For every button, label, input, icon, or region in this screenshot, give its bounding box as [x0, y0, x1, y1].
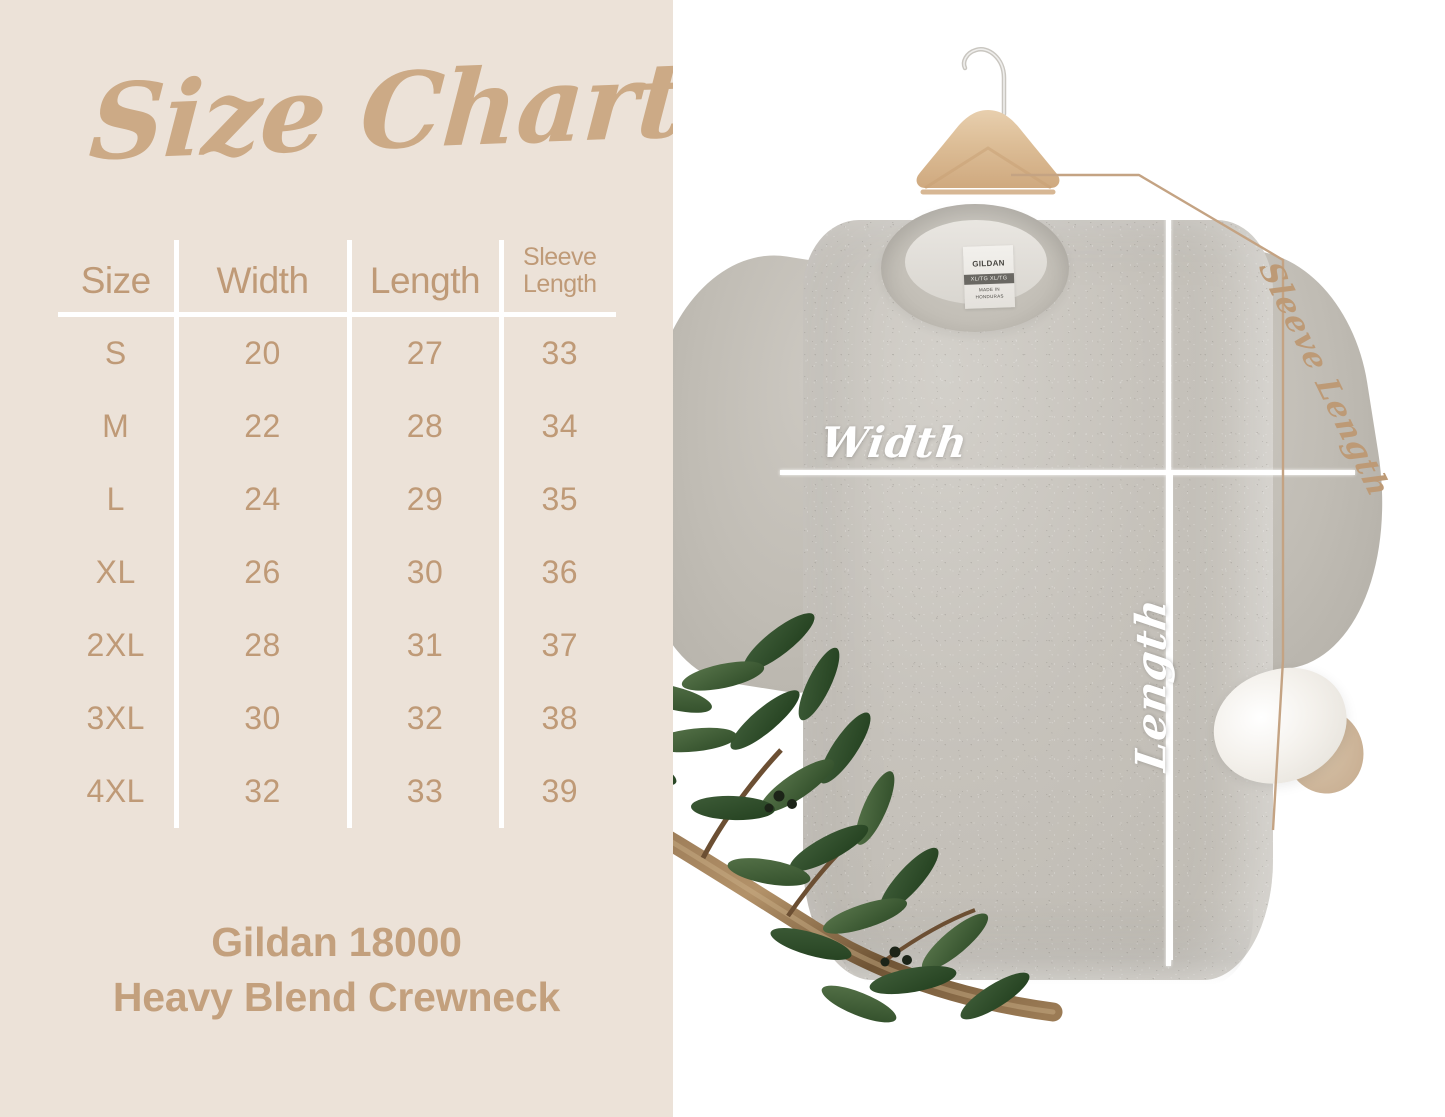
cell-sleeve-length: 33 [498, 314, 616, 390]
table-row: M 22 28 34 [58, 390, 616, 463]
shirt-body [803, 220, 1273, 980]
column-header-length: Length [346, 240, 501, 315]
cell-length: 28 [346, 390, 501, 463]
cell-length: 27 [346, 314, 501, 390]
cell-width: 32 [173, 755, 349, 828]
cell-length: 33 [346, 755, 501, 828]
column-header-size: Size [80, 259, 151, 301]
table-row: XL 26 30 36 [58, 536, 616, 609]
cell-size: 3XL [86, 700, 145, 736]
cell-size: 4XL [86, 773, 145, 809]
cell-sleeve-length: 36 [498, 536, 616, 609]
cell-width: 20 [173, 314, 349, 390]
cell-length: 31 [346, 609, 501, 682]
cell-size: XL [95, 554, 136, 590]
table-row: S 20 27 33 [58, 314, 616, 390]
guide-line-width [780, 470, 1355, 475]
cell-length: 32 [346, 682, 501, 755]
cell-width: 22 [173, 390, 349, 463]
sleeve-head-line1: Sleeve [523, 243, 597, 271]
olive-branch-decoration [673, 613, 1063, 1023]
cell-width: 30 [173, 682, 349, 755]
cell-sleeve-length: 38 [498, 682, 616, 755]
cell-size: M [102, 408, 130, 444]
page-title: Size Chart [85, 37, 689, 185]
cell-width: 24 [173, 463, 349, 536]
size-measurements-table: Size Width Length Sleeve Length S 20 27 … [58, 240, 616, 828]
hanger-hook-icon [961, 47, 1007, 117]
cell-size: S [104, 335, 127, 371]
product-style: Heavy Blend Crewneck [112, 973, 561, 1020]
cell-sleeve-length: 39 [498, 755, 616, 828]
cell-sleeve-length: 35 [498, 463, 616, 536]
table-row: 2XL 28 31 37 [58, 609, 616, 682]
info-panel: Size Chart Size Width Length Sleeve Leng… [0, 0, 689, 1117]
sweatshirt-graphic: GILDAN XL/TG XL/TG MADE IN HONDURAS [673, 160, 1445, 990]
table-row: L 24 29 35 [58, 463, 616, 536]
cell-length: 29 [346, 463, 501, 536]
cell-size: 2XL [86, 627, 145, 663]
guide-line-length [1168, 470, 1173, 960]
cell-width: 28 [173, 609, 349, 682]
cell-length: 30 [346, 536, 501, 609]
cell-size: L [106, 481, 125, 517]
product-caption: Gildan 18000 Heavy Blend Crewneck [0, 915, 673, 1024]
fabric-texture [803, 220, 1273, 980]
product-model: Gildan 18000 [211, 919, 462, 965]
column-header-width: Width [173, 240, 349, 315]
table-row: 4XL 32 33 39 [58, 755, 616, 828]
table-header-row: Size Width Length Sleeve Length [58, 240, 616, 315]
column-header-sleeve-length: Sleeve Length [498, 240, 616, 315]
cell-width: 26 [173, 536, 349, 609]
product-photo: GILDAN XL/TG XL/TG MADE IN HONDURAS [673, 0, 1445, 1117]
guide-line-sleeve-length [1011, 173, 1285, 831]
sleeve-head-line2: Length [523, 270, 597, 298]
table-row: 3XL 30 32 38 [58, 682, 616, 755]
cell-sleeve-length: 37 [498, 609, 616, 682]
cell-sleeve-length: 34 [498, 390, 616, 463]
